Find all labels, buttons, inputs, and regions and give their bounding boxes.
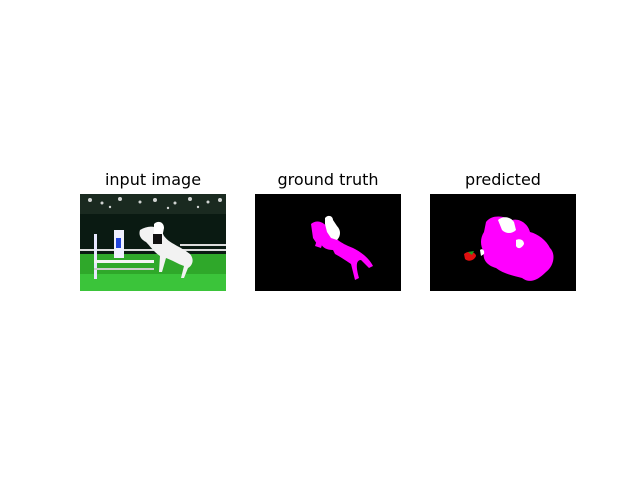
panel-title-ground-truth: ground truth xyxy=(277,170,379,189)
input-image xyxy=(80,194,226,291)
predicted-mask-image xyxy=(430,194,576,291)
ground-truth-mask-image xyxy=(255,194,401,291)
predicted-mask xyxy=(430,194,576,291)
panel-title-predicted: predicted xyxy=(465,170,541,189)
input-image-photo xyxy=(80,194,226,291)
ground-truth-mask xyxy=(255,194,401,291)
panel-title-input-image: input image xyxy=(104,170,202,189)
